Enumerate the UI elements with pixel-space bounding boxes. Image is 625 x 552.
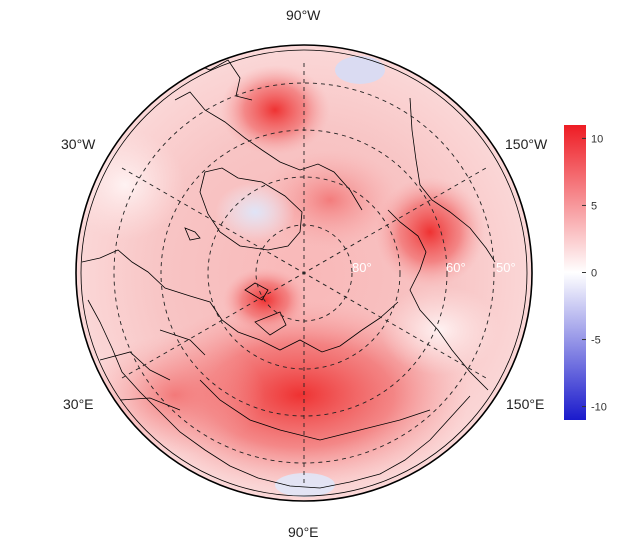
meridian-30e-150w bbox=[121, 167, 487, 379]
lat-label-inner: 80° bbox=[352, 260, 372, 275]
barents-warm-anomaly bbox=[223, 268, 307, 332]
map-boundary bbox=[75, 44, 533, 502]
alaska-coastline bbox=[409, 97, 496, 263]
lon-label-lower-left: 30°E bbox=[63, 396, 94, 412]
map-inner-boundary bbox=[80, 49, 528, 497]
lon-label-upper-right: 150°W bbox=[505, 136, 548, 152]
greenland-cool-anomaly bbox=[215, 182, 295, 242]
lat-label-middle: 60° bbox=[446, 260, 466, 275]
lon-label-top: 90°W bbox=[286, 7, 321, 23]
eurasia-north-coastline bbox=[81, 249, 399, 353]
colorbar-tick-label: -5 bbox=[591, 335, 601, 347]
colorbar-gradient bbox=[564, 125, 586, 420]
graticule bbox=[113, 63, 495, 483]
colorbar-tick-label: 0 bbox=[591, 268, 597, 280]
coastlines bbox=[81, 59, 496, 489]
eurasia-interior-borders bbox=[87, 299, 471, 489]
iceland-coastline bbox=[184, 227, 201, 241]
svalbard-coastline bbox=[244, 282, 269, 301]
canada-warm-anomaly bbox=[220, 65, 330, 155]
south-cool-patch bbox=[275, 473, 335, 497]
arctic-warm-anomaly bbox=[260, 150, 400, 250]
lon-label-upper-left: 30°W bbox=[61, 136, 96, 152]
chukotka-coastline bbox=[387, 209, 489, 391]
colorbar-ticks: 10 5 0 -5 -10 bbox=[582, 133, 607, 414]
novaya-zemlya-coastline bbox=[254, 311, 287, 336]
colorbar-tick-label: -10 bbox=[591, 402, 607, 414]
lon-label-bottom: 90°E bbox=[288, 524, 319, 540]
alaska-warm-anomaly bbox=[375, 177, 485, 287]
canada-coastline bbox=[174, 91, 363, 211]
colorbar: 10 5 0 -5 -10 bbox=[564, 125, 607, 420]
greenland-coastline bbox=[199, 167, 303, 251]
anomaly-field bbox=[76, 45, 532, 501]
hudson-coastline bbox=[189, 59, 253, 101]
east-siberia-pale-area bbox=[380, 285, 500, 375]
country-borders bbox=[99, 329, 431, 441]
lon-label-lower-right: 150°E bbox=[506, 396, 545, 412]
colorbar-tick-label: 5 bbox=[591, 200, 597, 212]
lat-label-outer: 50° bbox=[496, 260, 516, 275]
colorbar-tick-label: 10 bbox=[591, 133, 603, 145]
pacific-cool-patch bbox=[335, 56, 385, 84]
